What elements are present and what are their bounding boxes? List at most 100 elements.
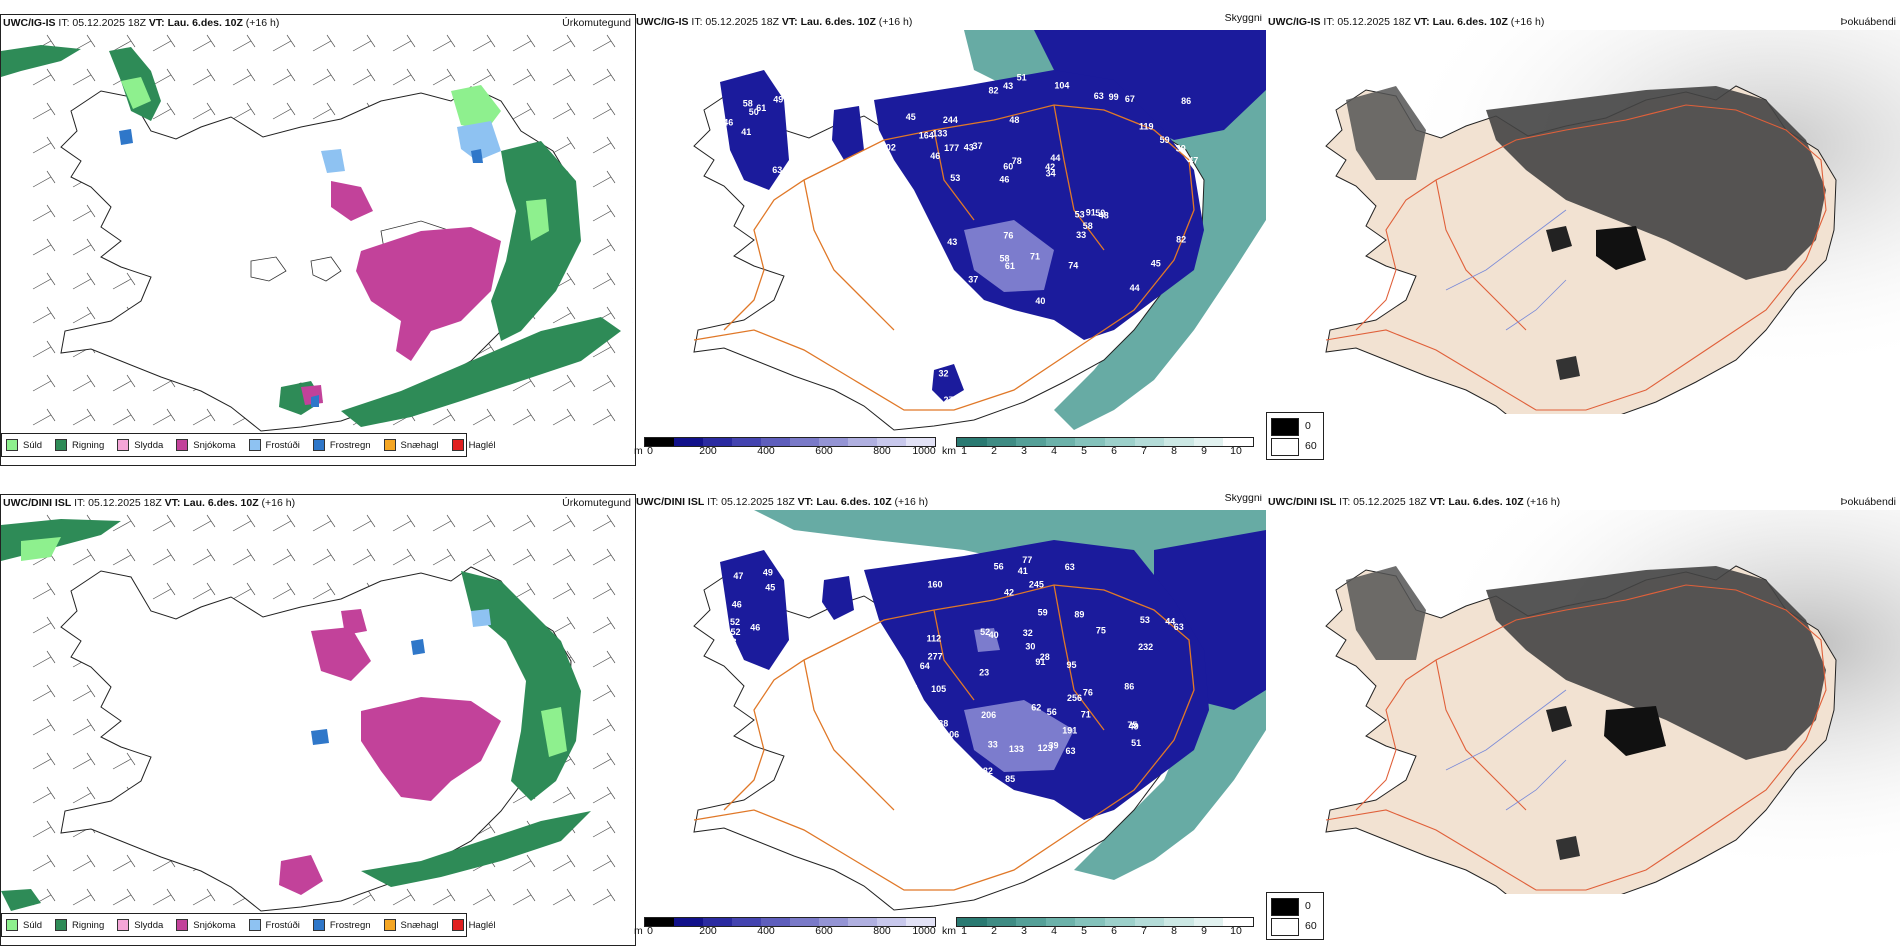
valid-time-prefix: VT: [164, 497, 181, 509]
ceiling-label: 91 [1035, 657, 1045, 667]
legend-label: Snæhagl [400, 919, 439, 931]
wind-barb [392, 514, 416, 532]
wind-barb [592, 136, 616, 154]
ceiling-label: 277 [928, 652, 943, 662]
wind-barb [392, 888, 416, 906]
ceiling-label: 53 [1140, 615, 1150, 625]
legend-label: Snjókoma [193, 919, 236, 931]
wind-barb [32, 272, 56, 290]
ceiling-label: 53 [1075, 209, 1085, 219]
ceiling-label: 40 [1035, 296, 1045, 306]
legend-label: Rigning [72, 919, 105, 931]
legend-item-freezing-rain: Frostregn [312, 919, 371, 931]
wind-barb [432, 514, 456, 532]
legend-label: Súld [23, 919, 43, 931]
legend-swatch [451, 439, 464, 451]
wind-barb [312, 548, 336, 566]
ceiling-label: 43 [947, 237, 957, 247]
ceiling-label: 245 [1029, 580, 1044, 590]
visibility-tick: 2 [991, 925, 997, 937]
ceiling-label: 133 [1009, 744, 1024, 754]
ceiling-label: 23 [979, 668, 989, 678]
wind-barb [592, 272, 616, 290]
ceiling-label: 30 [1025, 642, 1035, 652]
model-name: UWC/IG-IS [636, 16, 689, 28]
ceiling-label: 32 [938, 368, 948, 378]
ceiling-label: 50 [749, 107, 759, 117]
panel-header: UWC/IG-IS IT: 05.12.2025 18Z VT: Lau. 6.… [634, 14, 1266, 30]
ceiling-label: 46 [750, 623, 760, 633]
wind-barb [32, 374, 56, 392]
valid-time-prefix: VT: [1413, 16, 1430, 28]
ceiling-label: 63 [1065, 746, 1075, 756]
init-time: IT: 05.12.2025 18Z [1323, 16, 1411, 28]
valid-time: Lau. 6.des. 10Z [800, 16, 876, 28]
wind-barb [32, 786, 56, 804]
lead-time: (+16 h) [878, 16, 913, 28]
ceiling-label: 106 [944, 730, 959, 740]
wind-barb [552, 272, 576, 290]
visibility-map: 4349474546465252537568777191855651523882… [693, 510, 1266, 911]
ceiling-label: 177 [944, 143, 959, 153]
ceiling-label: 58 [1083, 221, 1093, 231]
ceiling-label: 77 [1022, 555, 1032, 565]
ceiling-label: 59 [1038, 608, 1048, 618]
ceiling-label: 51 [1131, 738, 1141, 748]
ceiling-tick: 800 [873, 925, 891, 937]
wind-barb [312, 102, 336, 120]
wind-barb [72, 374, 96, 392]
valid-time: Lau. 6.des. 10Z [816, 496, 892, 508]
ceiling-label: 63 [772, 165, 782, 175]
ceiling-label: 64 [920, 661, 930, 671]
wind-barb [592, 68, 616, 86]
wind-barb [592, 514, 616, 532]
init-time: IT: 05.12.2025 18Z [58, 17, 146, 29]
wind-barb [72, 888, 96, 906]
panel-name: Þokuábendi [1840, 16, 1896, 28]
ceiling-label: 46 [930, 151, 940, 161]
ceiling-label: 50 [949, 840, 959, 850]
valid-time: Lau. 6.des. 10Z [1432, 16, 1508, 28]
ceiling-label: 75 [1096, 626, 1106, 636]
visibility-tick: 1 [961, 445, 967, 457]
panel-header: UWC/DINI ISL IT: 05.12.2025 18Z VT: Lau.… [1, 495, 635, 511]
ceiling-label: 62 [1031, 703, 1041, 713]
ceiling-label: 37 [968, 275, 978, 285]
wind-barb [592, 548, 616, 566]
ceiling-label: 56 [994, 562, 1004, 572]
ceiling-label: 105 [931, 684, 946, 694]
visibility-panel-top: UWC/IG-IS IT: 05.12.2025 18Z VT: Lau. 6.… [634, 14, 1266, 464]
legend-item-hail: Haglél [451, 439, 496, 451]
wind-barb [472, 34, 496, 52]
ceiling-label: 54 [889, 295, 899, 305]
wind-barb [432, 34, 456, 52]
visibility-tick: 1 [961, 925, 967, 937]
ceiling-label: 52 [980, 627, 990, 637]
wind-barb [592, 684, 616, 702]
legend-swatch [312, 919, 325, 931]
ceiling-label: 39 [1176, 143, 1186, 153]
wind-barb [152, 888, 176, 906]
fog-legend-label: 60 [1305, 440, 1317, 452]
ceiling-colorbar-strip [644, 437, 936, 447]
ceiling-label: 41 [741, 127, 751, 137]
ceiling-label: 119 [1139, 121, 1154, 131]
wind-barb [592, 820, 616, 838]
legend-item-drizzle: Súld [6, 919, 42, 931]
model-name: UWC/IG-IS [1268, 16, 1321, 28]
wind-barb [552, 68, 576, 86]
ceiling-label: 56 [1047, 707, 1057, 717]
wind-barb [552, 582, 576, 600]
wind-barb [432, 888, 456, 906]
wind-barb [72, 548, 96, 566]
init-time: IT: 05.12.2025 18Z [691, 16, 779, 28]
panel-name: Þokuábendi [1840, 496, 1896, 508]
ceiling-label: 52 [730, 627, 740, 637]
ceiling-label: 58 [743, 98, 753, 108]
freezing-rain-areas [119, 129, 483, 407]
precip-map [1, 514, 633, 912]
wind-barb [352, 34, 376, 52]
roads [693, 104, 1195, 411]
fog-legend-label: 0 [1305, 420, 1311, 432]
ceiling-tick: 400 [757, 925, 775, 937]
